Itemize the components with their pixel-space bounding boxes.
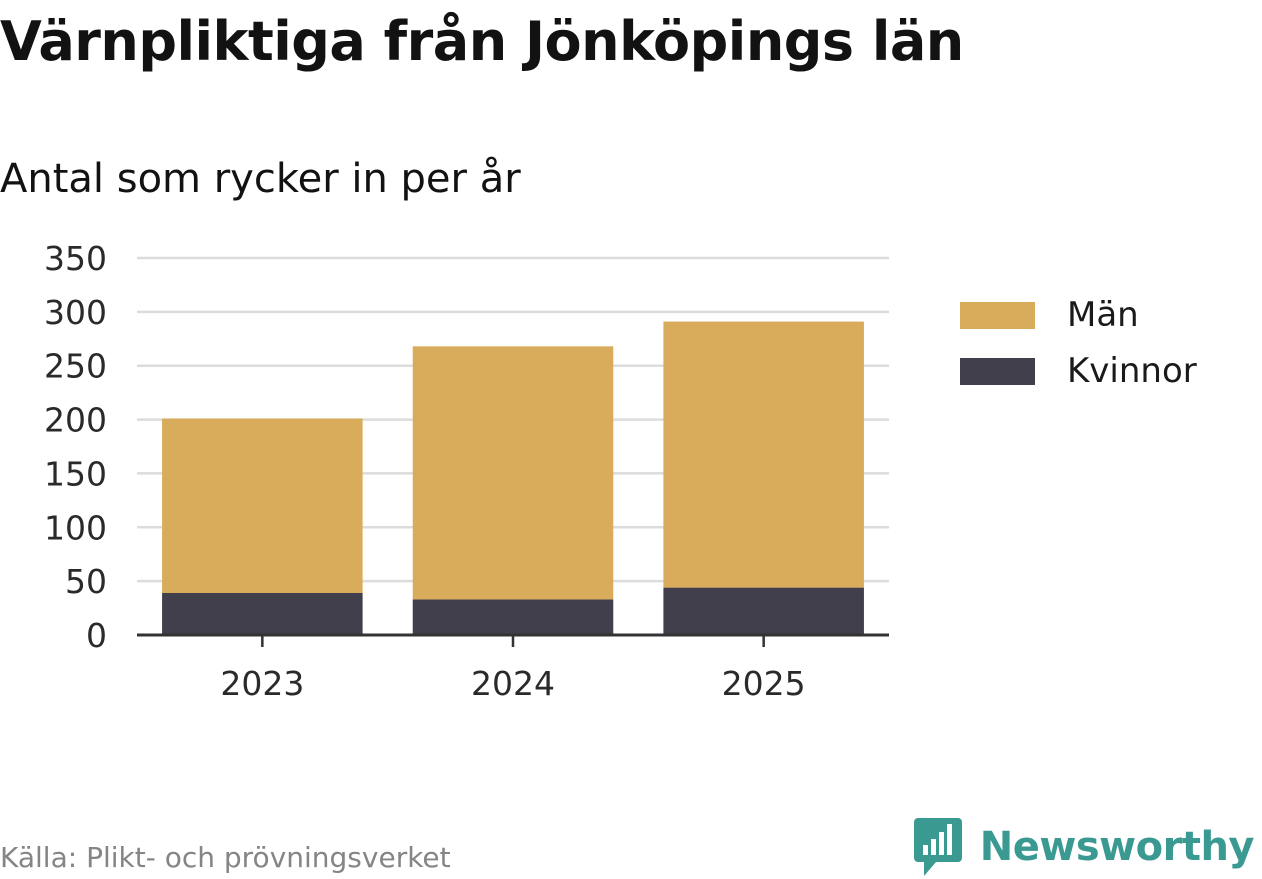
x-axis-ticks: 2023 2024 2025 (220, 635, 806, 703)
legend-label-kvinnor: Kvinnor (1067, 351, 1197, 391)
bar-kvinnor-2024 (412, 599, 614, 635)
legend-label-man: Män (1067, 295, 1139, 335)
y-tick-label-300: 300 (44, 293, 107, 332)
brand-logo: Newsworthy (913, 818, 1255, 876)
y-tick-label-100: 100 (44, 508, 107, 547)
x-tick-label-2024: 2024 (471, 664, 555, 703)
newsworthy-logo-icon (913, 818, 962, 876)
x-tick-label-2023: 2023 (220, 664, 304, 703)
x-tick-label-2025: 2025 (722, 664, 806, 703)
bar-män-2023 (162, 418, 363, 593)
legend-swatch-kvinnor (960, 357, 1035, 385)
y-axis-ticks: 0 50 100 150 200 250 300 350 (44, 239, 107, 655)
y-tick-label-50: 50 (65, 562, 107, 601)
y-tick-label-150: 150 (44, 454, 107, 493)
bar-män-2024 (412, 346, 614, 600)
y-tick-label-0: 0 (86, 616, 107, 655)
y-tick-label-350: 350 (44, 239, 107, 278)
chart-title: Värnpliktiga från Jönköpings län (0, 10, 964, 73)
bar-kvinnor-2023 (162, 592, 363, 635)
brand-name: Newsworthy (979, 824, 1255, 870)
legend-item-man: Män (960, 295, 1197, 335)
chart-subtitle: Antal som rycker in per år (0, 156, 521, 202)
source-note: Källa: Plikt- och prövningsverket (0, 841, 451, 874)
legend: Män Kvinnor (960, 295, 1197, 408)
bar-kvinnor-2025 (663, 587, 864, 635)
bars (162, 321, 864, 635)
legend-swatch-man (960, 301, 1035, 329)
bar-män-2025 (663, 321, 864, 588)
y-tick-label-200: 200 (44, 401, 107, 440)
legend-item-kvinnor: Kvinnor (960, 351, 1197, 391)
y-tick-label-250: 250 (44, 347, 107, 386)
